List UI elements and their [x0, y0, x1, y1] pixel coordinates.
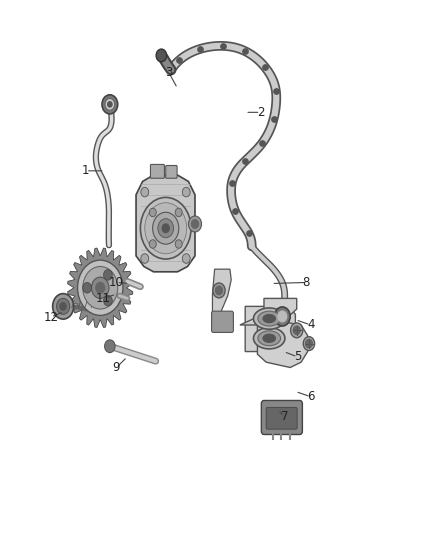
Circle shape — [103, 270, 112, 280]
Text: 8: 8 — [303, 276, 310, 289]
Circle shape — [149, 240, 156, 248]
Circle shape — [149, 208, 156, 217]
Circle shape — [78, 260, 123, 316]
FancyBboxPatch shape — [212, 311, 233, 333]
FancyBboxPatch shape — [150, 165, 164, 178]
Circle shape — [141, 197, 191, 259]
Circle shape — [275, 307, 290, 326]
Text: 12: 12 — [43, 311, 58, 324]
Circle shape — [293, 326, 300, 335]
Text: 1: 1 — [82, 164, 90, 177]
Circle shape — [145, 203, 187, 254]
Circle shape — [92, 277, 109, 298]
Circle shape — [57, 298, 70, 314]
Text: 3: 3 — [165, 66, 173, 79]
Text: 4: 4 — [307, 319, 314, 332]
Polygon shape — [67, 248, 133, 327]
Circle shape — [141, 254, 149, 263]
Text: 5: 5 — [294, 350, 301, 364]
Text: 6: 6 — [307, 390, 314, 403]
Circle shape — [105, 99, 115, 110]
Ellipse shape — [258, 331, 281, 346]
Polygon shape — [240, 317, 307, 368]
Circle shape — [105, 340, 115, 353]
Circle shape — [303, 337, 314, 351]
Ellipse shape — [263, 314, 276, 322]
Polygon shape — [264, 298, 297, 317]
Text: 9: 9 — [113, 361, 120, 374]
Text: 11: 11 — [96, 292, 111, 305]
Text: 2: 2 — [257, 106, 264, 119]
Text: 7: 7 — [281, 410, 288, 423]
Circle shape — [60, 303, 66, 310]
Circle shape — [175, 240, 182, 248]
Ellipse shape — [254, 308, 285, 329]
Circle shape — [278, 311, 287, 322]
Circle shape — [141, 187, 149, 197]
Ellipse shape — [258, 311, 281, 326]
Circle shape — [96, 282, 105, 293]
Circle shape — [103, 295, 112, 306]
Circle shape — [305, 340, 312, 348]
FancyBboxPatch shape — [166, 165, 177, 178]
Circle shape — [191, 220, 198, 228]
Circle shape — [102, 95, 118, 114]
Circle shape — [162, 224, 169, 232]
Circle shape — [182, 254, 190, 263]
Circle shape — [182, 187, 190, 197]
Circle shape — [108, 102, 112, 107]
Circle shape — [290, 323, 303, 338]
Circle shape — [83, 266, 118, 309]
Circle shape — [152, 212, 179, 244]
Text: 10: 10 — [109, 276, 124, 289]
FancyBboxPatch shape — [261, 400, 302, 434]
FancyBboxPatch shape — [266, 407, 297, 429]
Circle shape — [83, 282, 92, 293]
Ellipse shape — [254, 328, 285, 349]
Polygon shape — [136, 175, 195, 272]
Circle shape — [175, 208, 182, 217]
Circle shape — [188, 216, 201, 232]
Circle shape — [53, 294, 74, 319]
Circle shape — [213, 283, 225, 298]
Ellipse shape — [263, 334, 276, 342]
Polygon shape — [245, 306, 295, 352]
Circle shape — [158, 219, 173, 238]
Circle shape — [156, 49, 166, 62]
Circle shape — [215, 286, 223, 295]
Polygon shape — [212, 269, 231, 314]
